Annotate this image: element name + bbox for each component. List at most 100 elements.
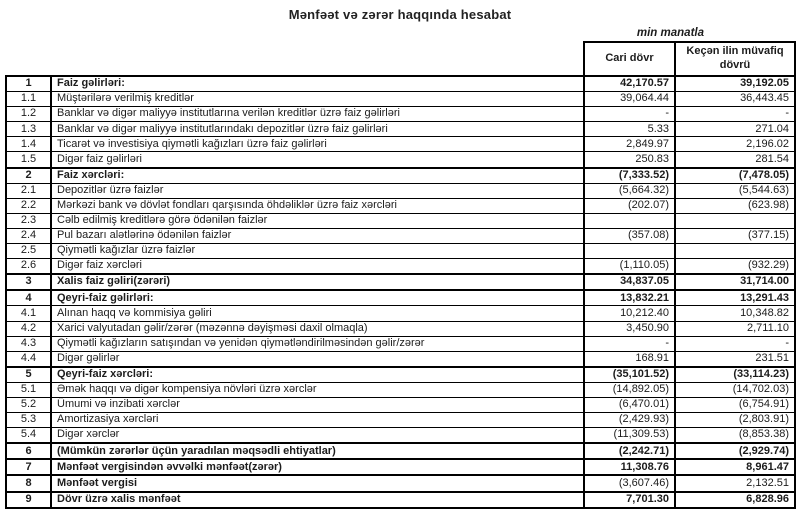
row-number: 5.4 [5, 427, 52, 444]
row-value-previous: (6,754.91) [674, 396, 796, 414]
row-number: 1.1 [5, 91, 52, 108]
table-row: 4.1 Alınan haqq və kommisiya gəliri 10,212… [5, 305, 796, 322]
row-value-current: (6,470.01) [583, 396, 676, 414]
column-header-previous-period: Keçən ilin müvafiq dövrü [674, 41, 796, 77]
row-value-current: 13,832.21 [583, 289, 676, 307]
row-value-current: 2,849.97 [583, 136, 676, 153]
row-number: 1.5 [5, 151, 52, 169]
table-row: 1.2 Banklar və digər maliyyə institutları… [5, 106, 796, 123]
row-value-previous: 231.51 [674, 350, 796, 368]
table-row: 2.3 Cəlb edilmiş kreditlərə görə ödənilən… [5, 212, 796, 229]
row-value-previous: (14,702.03) [674, 381, 796, 398]
table-row: 2.4 Pul bazarı alətlərinə ödənilən faizlə… [5, 227, 796, 245]
row-label: Mənfəət vergisi [50, 474, 585, 493]
row-label: Pul bazarı alətlərinə ödənilən faizlər [50, 227, 585, 245]
row-value-current: 42,170.57 [583, 75, 676, 93]
table-row: 3 Xalis faiz gəliri(zərəri) 34,837.05 31,71… [5, 273, 796, 291]
row-label: Mənfəət vergisindən əvvəlki mənfəət(zərə… [50, 458, 585, 476]
row-number: 2.1 [5, 182, 52, 199]
row-value-previous: (2,803.91) [674, 412, 796, 429]
row-label: Banklar və digər maliyyə institutlarına … [50, 106, 585, 123]
table-row: 5.3 Amortizasiya xərcləri (2,429.93) (2,803… [5, 412, 796, 429]
row-value-current: (5,664.32) [583, 182, 676, 199]
row-value-previous: (932.29) [674, 258, 796, 275]
row-number: 7 [5, 458, 52, 476]
row-value-previous: 2,132.51 [674, 474, 796, 493]
row-number: 5.2 [5, 396, 52, 414]
row-label: Müştərilərə verilmiş kreditlər [50, 91, 585, 108]
row-number: 2.3 [5, 212, 52, 229]
row-label: Cəlb edilmiş kreditlərə görə ödənilən fa… [50, 212, 585, 229]
row-label: Banklar və digər maliyyə institutlarında… [50, 121, 585, 138]
row-value-current: 10,212.40 [583, 305, 676, 322]
row-value-current: 7,701.30 [583, 490, 676, 509]
row-value-previous: - [674, 106, 796, 123]
table-row: 4 Qeyri-faiz gəlirləri: 13,832.21 13,291.43 [5, 289, 796, 307]
row-label: Ticarət və investisiya qiymətli kağızlar… [50, 136, 585, 153]
row-number: 2.2 [5, 197, 52, 214]
row-value-previous: 2,711.10 [674, 320, 796, 337]
row-value-previous: 36,443.45 [674, 91, 796, 108]
row-value-current [583, 212, 676, 229]
column-header-current-period: Cari dövr [583, 41, 676, 77]
row-label: Qeyri-faiz xərcləri: [50, 365, 585, 383]
row-value-current: (14,892.05) [583, 381, 676, 398]
table-row: 1.1 Müştərilərə verilmiş kreditlər 39,064.… [5, 91, 796, 108]
table-row: 2 Faiz xərcləri: (7,333.52) (7,478.05) [5, 166, 796, 184]
row-value-previous: 13,291.43 [674, 289, 796, 307]
row-value-current: 34,837.05 [583, 273, 676, 291]
row-number: 1.3 [5, 121, 52, 138]
row-number: 1.4 [5, 136, 52, 153]
row-value-current: 250.83 [583, 151, 676, 169]
row-label: Dövr üzrə xalis mənfəət [50, 490, 585, 509]
row-label: Əmək haqqı və digər kompensiya növləri ü… [50, 381, 585, 398]
table-row: 9 Dövr üzrə xalis mənfəət 7,701.30 6,828.96 [5, 490, 796, 509]
table-row: 1.3 Banklar və digər maliyyə institutları… [5, 121, 796, 138]
row-value-previous: (377.15) [674, 227, 796, 245]
row-label: Digər faiz gəlirləri [50, 151, 585, 169]
table-row: 5 Qeyri-faiz xərcləri: (35,101.52) (33,114.… [5, 365, 796, 383]
row-value-current: 39,064.44 [583, 91, 676, 108]
row-number: 3 [5, 273, 52, 291]
row-value-previous: 6,828.96 [674, 490, 796, 509]
row-label: Ümumi və inzibati xərclər [50, 396, 585, 414]
table-row: 1.4 Ticarət və investisiya qiymətli kağız… [5, 136, 796, 153]
table-row: 6 (Mümkün zərərlər üçün yaradılan məqsədl… [5, 442, 796, 460]
row-value-previous: (623.98) [674, 197, 796, 214]
row-value-current: (1,110.05) [583, 258, 676, 275]
row-value-current: 11,308.76 [583, 458, 676, 476]
table-body: 1 Faiz gəlirləri: 42,170.57 39,192.05 1.1 Müş… [5, 75, 796, 509]
table-row: 5.1 Əmək haqqı və digər kompensiya növlər… [5, 381, 796, 398]
row-label: Mərkəzi bank və dövlət fondları qarşısın… [50, 197, 585, 214]
units-note: min manatla [636, 27, 704, 39]
row-number: 2 [5, 166, 52, 184]
table-row: 2.1 Depozitlər üzrə faizlər (5,664.32) (5,5… [5, 182, 796, 199]
table-row: 1.5 Digər faiz gəlirləri 250.83 281.54 [5, 151, 796, 169]
row-number: 5.3 [5, 412, 52, 429]
table-row: 5.4 Digər xərclər (11,309.53) (8,853.38) [5, 427, 796, 444]
row-label: Faiz gəlirləri: [50, 75, 585, 93]
row-number: 2.6 [5, 258, 52, 275]
row-value-previous: 39,192.05 [674, 75, 796, 93]
row-label: Alınan haqq və kommisiya gəliri [50, 305, 585, 322]
header-spacer-description [51, 42, 584, 76]
row-value-current: (11,309.53) [583, 427, 676, 444]
row-label: Qiymətli kağızların satışından və yenidə… [50, 335, 585, 352]
row-value-previous: (2,929.74) [674, 442, 796, 460]
row-number: 4.2 [5, 320, 52, 337]
row-number: 8 [5, 474, 52, 493]
row-number: 4 [5, 289, 52, 307]
row-label: Depozitlər üzrə faizlər [50, 182, 585, 199]
row-number: 5.1 [5, 381, 52, 398]
table-row: 4.4 Digər gəlirlər 168.91 231.51 [5, 350, 796, 368]
row-value-previous: 10,348.82 [674, 305, 796, 322]
row-label: Amortizasiya xərcləri [50, 412, 585, 429]
table-row: 2.2 Mərkəzi bank və dövlət fondları qarşı… [5, 197, 796, 214]
table-row: 5.2 Ümumi və inzibati xərclər (6,470.01) (6… [5, 396, 796, 414]
table-row: 2.5 Qiymətli kağızlar üzrə faizlər [5, 243, 796, 260]
row-number: 1.2 [5, 106, 52, 123]
page-title: Mənfəət və zərər haqqında hesabat [288, 7, 512, 22]
row-value-previous [674, 243, 796, 260]
row-value-previous: 8,961.47 [674, 458, 796, 476]
row-value-current: - [583, 106, 676, 123]
